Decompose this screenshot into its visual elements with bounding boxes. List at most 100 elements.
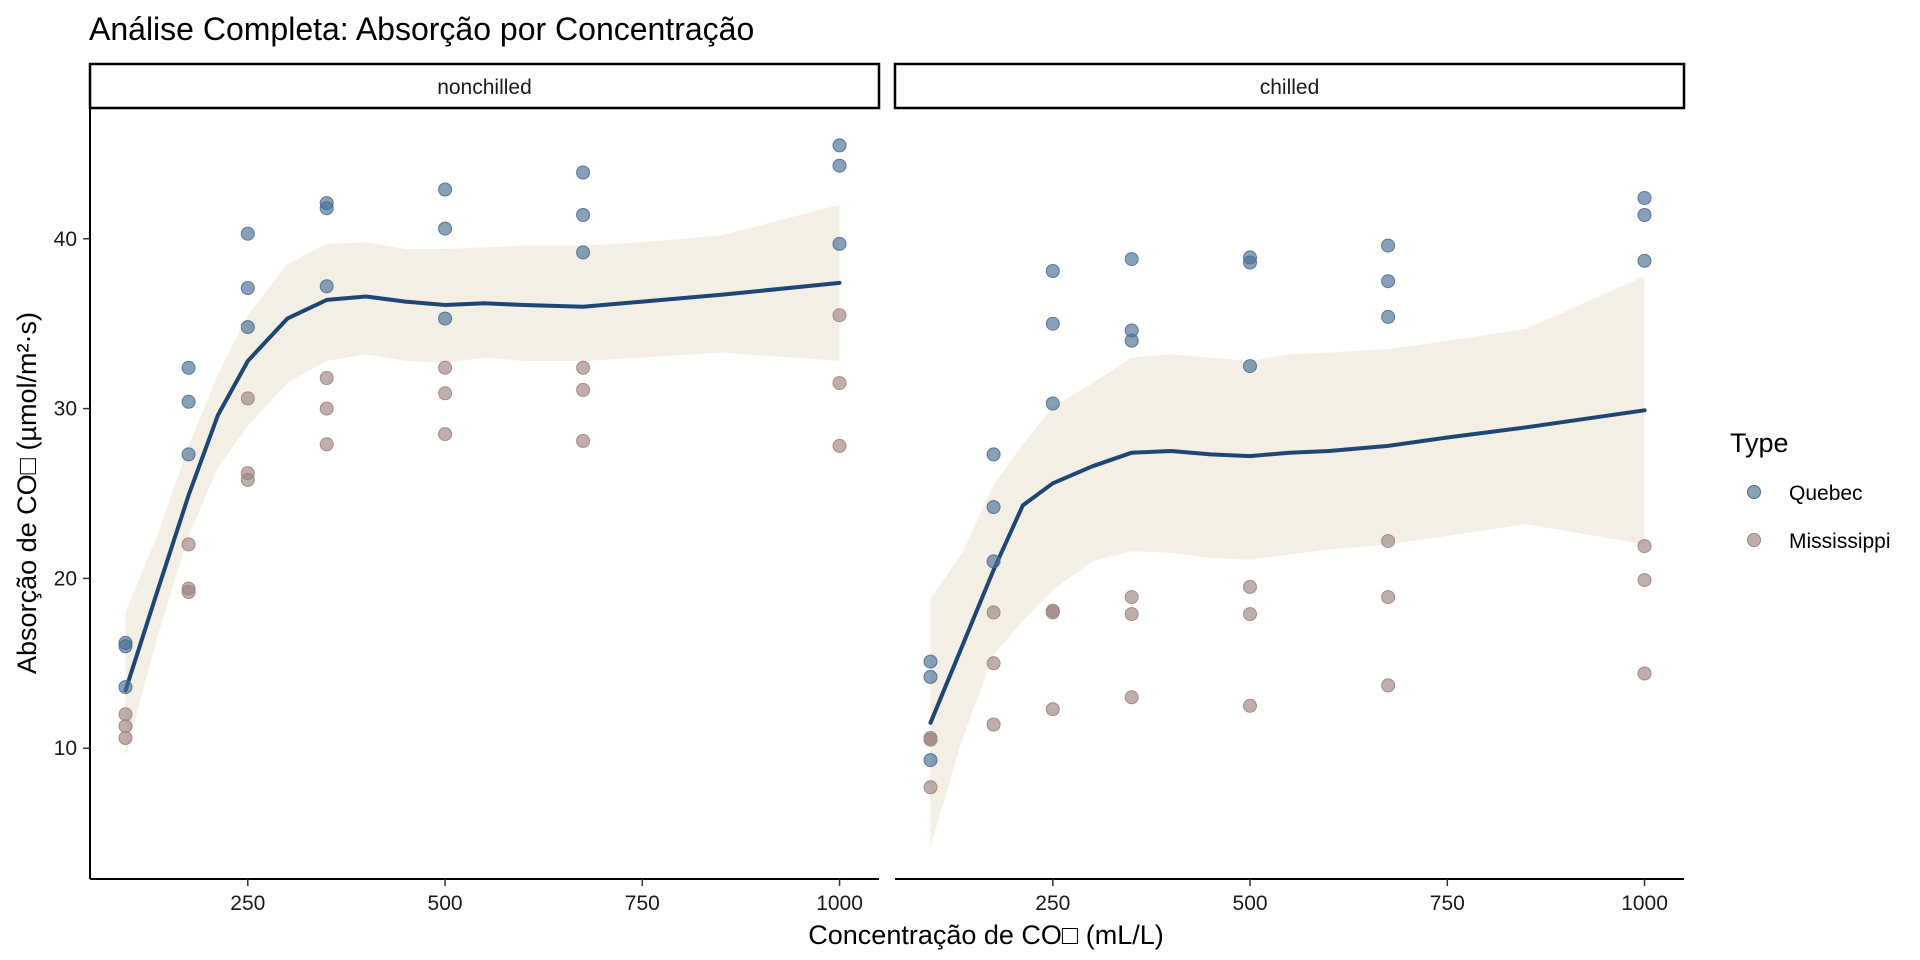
data-point-quebec: [1045, 396, 1060, 411]
data-point-mississippi: [832, 438, 847, 453]
data-point-quebec: [240, 320, 255, 335]
legend-title: Type: [1730, 428, 1789, 458]
data-point-quebec: [986, 447, 1001, 462]
smooth-line: [928, 408, 1647, 725]
data-point-quebec: [181, 447, 196, 462]
data-point-mississippi: [319, 401, 334, 416]
data-point-mississippi: [576, 360, 591, 375]
data-point-mississippi: [576, 382, 591, 397]
data-point-mississippi: [118, 731, 133, 745]
data-point-quebec: [438, 311, 453, 326]
data-point-quebec: [832, 138, 847, 153]
data-point-mississippi: [1243, 579, 1257, 594]
data-point-mississippi: [118, 707, 133, 722]
data-point-quebec: [240, 281, 255, 295]
x-tick-label: 1000: [816, 892, 863, 915]
data-point-mississippi: [1045, 603, 1060, 618]
confidence-ribbon: [930, 276, 1645, 847]
legend-label-quebec: Quebec: [1789, 482, 1863, 505]
data-point-quebec: [438, 182, 453, 197]
data-point-quebec: [1124, 252, 1139, 267]
data-point-quebec: [438, 221, 453, 236]
data-point-quebec: [923, 654, 938, 669]
x-tick-label: 1000: [1621, 892, 1668, 915]
data-point-quebec: [240, 226, 255, 241]
data-point-mississippi: [986, 605, 1001, 620]
data-point-mississippi: [438, 360, 453, 375]
data-point-quebec: [1637, 208, 1652, 222]
data-point-quebec: [1381, 309, 1396, 324]
x-tick-label: 500: [1233, 892, 1268, 915]
y-tick-label: 20: [54, 567, 77, 590]
data-point-quebec: [319, 196, 334, 211]
data-point-quebec: [832, 236, 847, 251]
data-point-mississippi: [923, 780, 938, 795]
data-point-quebec: [181, 394, 196, 409]
data-point-quebec: [1381, 238, 1396, 253]
facet-strip-chilled: [893, 62, 1686, 110]
data-point-quebec: [1637, 253, 1652, 268]
data-point-quebec: [1381, 274, 1396, 289]
data-point-mississippi: [1381, 678, 1396, 693]
data-point-quebec: [576, 208, 591, 222]
data-point-mississippi: [181, 581, 196, 596]
data-point-quebec: [986, 500, 1001, 515]
data-point-quebec: [923, 753, 938, 768]
data-point-mississippi: [1637, 539, 1652, 554]
data-point-mississippi: [832, 308, 847, 323]
data-point-quebec: [986, 554, 1001, 569]
y-tick-label: 30: [54, 398, 77, 421]
facet-strip-label: nonchilled: [437, 76, 532, 99]
data-point-quebec: [1045, 264, 1060, 278]
data-point-quebec: [923, 669, 938, 684]
x-tick-label: 250: [230, 892, 265, 915]
data-point-mississippi: [1045, 702, 1060, 717]
chart-title: Análise Completa: Absorção por Concentra…: [89, 11, 754, 47]
data-point-quebec: [1243, 359, 1257, 374]
data-point-mississippi: [832, 376, 847, 391]
legend-label-mississippi: Mississippi: [1789, 530, 1891, 553]
x-tick-label: 750: [625, 892, 660, 915]
facet-panel-chilled: chilled 250 500 750 1000: [893, 62, 1686, 915]
data-point-quebec: [319, 279, 334, 294]
data-point-quebec: [576, 245, 591, 260]
data-point-mississippi: [576, 433, 591, 448]
data-point-quebec: [1243, 250, 1257, 265]
x-tick-label: 750: [1430, 892, 1465, 915]
confidence-ribbon: [125, 204, 840, 757]
facet-strip-nonchilled: [88, 62, 881, 110]
data-point-mississippi: [1637, 573, 1652, 588]
data-point-quebec: [1045, 316, 1060, 331]
data-point-mississippi: [1637, 666, 1652, 681]
data-point-quebec: [576, 165, 591, 180]
data-point-mississippi: [240, 391, 255, 406]
x-tick-label: 500: [428, 892, 463, 915]
data-point-quebec: [118, 680, 133, 695]
smooth-line: [123, 280, 842, 693]
facet-panel-nonchilled: nonchilled 10 20 30 40 250 500 750 1000: [54, 62, 881, 915]
data-point-mississippi: [1381, 534, 1396, 549]
data-point-mississippi: [438, 427, 453, 442]
data-point-mississippi: [986, 656, 1001, 671]
data-point-mississippi: [1124, 590, 1139, 605]
data-point-mississippi: [319, 371, 334, 385]
legend-key-quebec: [1747, 485, 1761, 499]
data-point-mississippi: [118, 719, 133, 734]
data-point-mississippi: [240, 472, 255, 487]
data-point-mississippi: [181, 537, 196, 552]
y-tick-label: 10: [54, 737, 77, 760]
data-point-mississippi: [438, 386, 453, 401]
data-point-mississippi: [923, 731, 938, 745]
data-point-mississippi: [1124, 607, 1139, 622]
data-point-quebec: [118, 635, 133, 650]
legend: Type Quebec Mississippi: [1730, 428, 1891, 553]
legend-key-mississippi: [1747, 533, 1761, 547]
data-point-mississippi: [1124, 690, 1139, 705]
data-point-mississippi: [1243, 607, 1257, 622]
x-axis-title: Concentração de CO□ (mL/L): [808, 920, 1163, 950]
data-point-quebec: [1124, 333, 1139, 348]
data-point-quebec: [1637, 191, 1652, 205]
data-point-quebec: [181, 360, 196, 375]
data-point-mississippi: [1381, 590, 1396, 605]
